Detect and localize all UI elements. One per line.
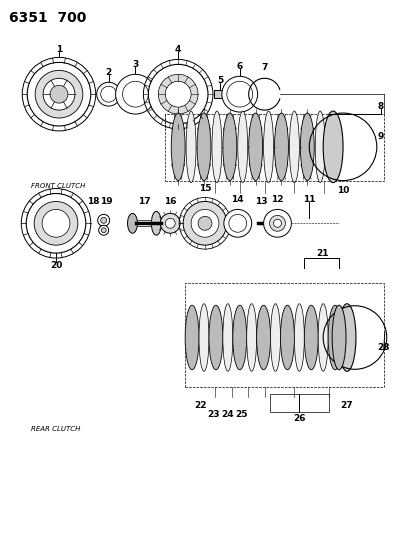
Circle shape — [101, 228, 106, 233]
Bar — [185, 283, 384, 387]
Ellipse shape — [295, 304, 304, 372]
Circle shape — [149, 64, 208, 124]
Bar — [214, 90, 226, 98]
Ellipse shape — [338, 304, 356, 372]
Circle shape — [35, 70, 83, 118]
Ellipse shape — [199, 304, 209, 372]
Text: 10: 10 — [337, 186, 349, 195]
Text: REAR CLUTCH: REAR CLUTCH — [31, 426, 80, 432]
Text: 16: 16 — [164, 197, 177, 206]
Ellipse shape — [289, 111, 299, 183]
Circle shape — [101, 217, 106, 223]
Circle shape — [158, 74, 198, 114]
Ellipse shape — [223, 304, 233, 372]
Circle shape — [198, 216, 212, 230]
Text: 13: 13 — [255, 197, 268, 206]
Ellipse shape — [171, 113, 185, 181]
Text: 21: 21 — [316, 248, 328, 257]
Text: 8: 8 — [378, 102, 384, 111]
Ellipse shape — [332, 305, 346, 370]
Text: 18: 18 — [87, 197, 100, 206]
Text: 6: 6 — [237, 62, 243, 71]
Text: 27: 27 — [341, 401, 353, 409]
Ellipse shape — [249, 113, 263, 181]
Text: 23: 23 — [208, 410, 220, 419]
Ellipse shape — [212, 111, 222, 183]
Ellipse shape — [128, 213, 137, 233]
Circle shape — [165, 81, 191, 107]
Ellipse shape — [238, 111, 248, 183]
Text: FRONT CLUTCH: FRONT CLUTCH — [31, 183, 86, 189]
Ellipse shape — [318, 304, 328, 372]
Bar — [165, 114, 384, 181]
Circle shape — [26, 193, 86, 253]
Circle shape — [273, 219, 282, 227]
Text: 28: 28 — [377, 343, 390, 352]
Circle shape — [43, 78, 75, 110]
Circle shape — [160, 213, 180, 233]
Text: 4: 4 — [175, 45, 182, 54]
Ellipse shape — [304, 305, 318, 370]
Text: 12: 12 — [271, 195, 284, 204]
Text: 19: 19 — [100, 197, 113, 206]
Text: 17: 17 — [138, 197, 151, 206]
Ellipse shape — [223, 113, 237, 181]
Ellipse shape — [186, 111, 196, 183]
Text: 6351  700: 6351 700 — [9, 11, 87, 25]
Ellipse shape — [275, 113, 288, 181]
Text: 22: 22 — [194, 401, 206, 409]
Ellipse shape — [271, 304, 280, 372]
Circle shape — [264, 209, 291, 237]
Circle shape — [50, 85, 68, 103]
Circle shape — [227, 81, 253, 107]
Circle shape — [99, 225, 109, 235]
Text: 2: 2 — [106, 68, 112, 77]
Ellipse shape — [209, 305, 223, 370]
Circle shape — [97, 82, 121, 106]
Text: 3: 3 — [132, 60, 139, 69]
Text: 15: 15 — [199, 184, 211, 193]
Text: 24: 24 — [222, 410, 234, 419]
Bar — [270, 394, 329, 412]
Circle shape — [42, 209, 70, 237]
Ellipse shape — [257, 305, 271, 370]
Circle shape — [224, 209, 252, 237]
Circle shape — [115, 74, 155, 114]
Ellipse shape — [300, 113, 314, 181]
Circle shape — [270, 215, 286, 231]
Text: 5: 5 — [217, 76, 223, 85]
Text: 9: 9 — [377, 132, 384, 141]
Ellipse shape — [247, 304, 257, 372]
Ellipse shape — [328, 305, 342, 370]
Text: 11: 11 — [303, 195, 315, 204]
Circle shape — [191, 209, 219, 237]
Ellipse shape — [280, 305, 295, 370]
Ellipse shape — [185, 305, 199, 370]
Text: 14: 14 — [231, 195, 244, 204]
Circle shape — [101, 86, 117, 102]
Circle shape — [222, 76, 257, 112]
Circle shape — [27, 62, 91, 126]
Circle shape — [165, 219, 175, 228]
Text: 26: 26 — [293, 415, 306, 423]
Circle shape — [98, 214, 110, 227]
Ellipse shape — [197, 113, 211, 181]
Ellipse shape — [323, 111, 343, 183]
Text: 7: 7 — [262, 63, 268, 72]
Circle shape — [122, 81, 149, 107]
Ellipse shape — [315, 111, 325, 183]
Ellipse shape — [264, 111, 273, 183]
Ellipse shape — [151, 212, 161, 235]
Text: 20: 20 — [50, 261, 62, 270]
Text: 1: 1 — [56, 45, 62, 54]
Circle shape — [229, 214, 247, 232]
Ellipse shape — [233, 305, 247, 370]
Circle shape — [183, 201, 227, 245]
Text: 25: 25 — [235, 410, 248, 419]
Circle shape — [34, 201, 78, 245]
